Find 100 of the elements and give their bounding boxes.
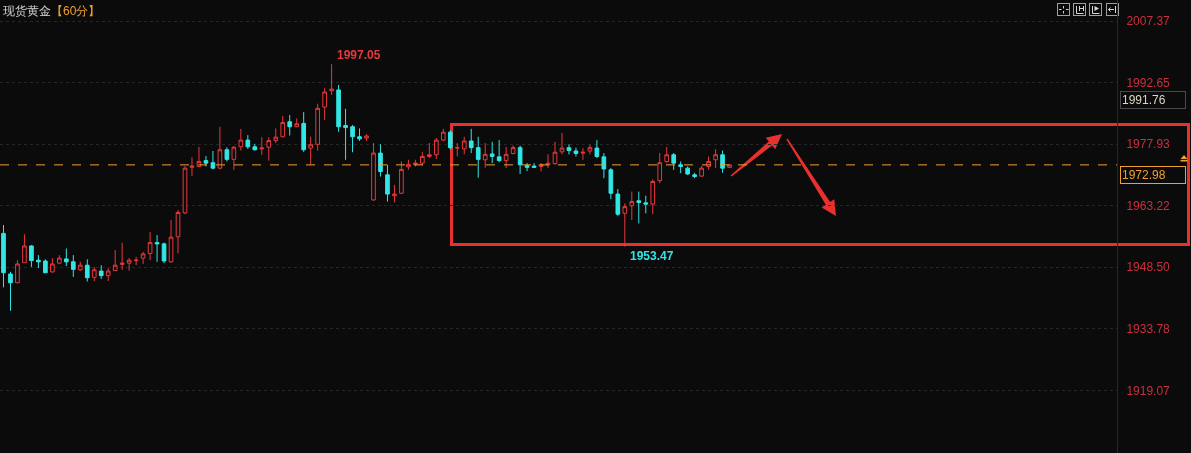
candlestick	[210, 150, 216, 170]
candlestick	[392, 184, 397, 203]
candlestick	[1, 224, 6, 288]
candlestick	[63, 247, 69, 267]
candlestick	[126, 257, 132, 272]
candlestick	[503, 146, 509, 169]
candlestick	[699, 165, 704, 178]
candlestick	[273, 127, 279, 144]
candlestick	[713, 148, 718, 169]
candlestick	[573, 147, 579, 157]
candlestick	[91, 266, 97, 282]
candlestick	[524, 162, 530, 172]
candlestick	[434, 137, 439, 160]
y-tick-label: 1933.78	[1126, 322, 1171, 337]
candlestick	[168, 219, 174, 264]
candlestick	[57, 254, 62, 265]
candlestick	[685, 165, 690, 176]
candlestick	[343, 108, 348, 161]
candlestick	[440, 128, 446, 142]
candlestick	[364, 133, 369, 142]
candlestick	[552, 141, 558, 166]
candlestick	[36, 254, 41, 269]
candlestick	[678, 160, 683, 174]
y-tick-label: 1963.22	[1126, 198, 1171, 213]
candlestick	[357, 127, 362, 142]
candlestick	[559, 132, 565, 155]
candlestick	[399, 160, 404, 195]
candlestick	[189, 156, 195, 177]
candlestick	[385, 164, 390, 203]
candlestick	[420, 151, 425, 167]
candlestick	[601, 152, 607, 179]
candlestick	[336, 84, 341, 133]
candlestick	[350, 124, 355, 153]
candlestick	[70, 254, 76, 278]
candlestick	[119, 242, 125, 271]
candlestick	[287, 114, 293, 137]
candlestick	[657, 152, 663, 184]
candlestick	[50, 257, 55, 274]
candlestick	[259, 136, 265, 156]
candlestick	[231, 145, 237, 171]
candlestick	[461, 136, 467, 155]
candlestick	[475, 136, 481, 179]
ref-line-label: 1972.98	[1122, 168, 1166, 182]
annotation: 1997.05	[337, 48, 381, 62]
y-tick-label: 1992.65	[1126, 75, 1171, 90]
candlestick	[8, 271, 13, 312]
candlestick	[378, 143, 383, 178]
candlestick	[650, 178, 656, 215]
candlestick	[622, 202, 628, 247]
candlestick	[43, 258, 48, 274]
y-tick-label: 1919.07	[1126, 383, 1171, 398]
candlestick	[77, 261, 83, 272]
candlestick	[671, 152, 677, 171]
candlestick	[140, 251, 146, 265]
candlestick	[29, 244, 34, 268]
text: 1991.76	[1122, 93, 1166, 107]
candlestick	[664, 146, 670, 164]
candlestick	[643, 195, 649, 214]
candlestick	[301, 111, 307, 153]
candlestick	[406, 159, 411, 171]
candlestick	[175, 209, 181, 254]
candlestick	[133, 256, 139, 266]
candlestick	[496, 139, 502, 163]
candlestick	[105, 267, 111, 282]
chart-subtitle: 【60分】	[51, 4, 101, 19]
candlestick	[280, 115, 286, 138]
candlestick	[315, 103, 320, 152]
candlestick	[84, 258, 90, 282]
candlestick	[329, 63, 334, 96]
candlestick	[252, 143, 258, 152]
candlestick	[489, 141, 495, 164]
candlestick	[587, 144, 593, 155]
candlestick	[98, 264, 104, 280]
candlestick	[594, 139, 600, 159]
candlestick	[371, 142, 376, 202]
candlestick	[161, 242, 167, 264]
candlestick	[224, 146, 230, 162]
candlestick	[217, 126, 223, 170]
candlestick	[112, 249, 118, 272]
candlestick	[266, 136, 272, 162]
candlestick	[454, 142, 460, 157]
annotation: 1953.47	[630, 249, 674, 263]
candlestick	[147, 231, 153, 261]
candlestick	[154, 234, 160, 263]
candlestick	[203, 155, 209, 167]
candlestick	[615, 188, 621, 217]
candlestick	[636, 191, 642, 224]
candlestick	[566, 143, 572, 155]
candlestick	[245, 134, 251, 150]
y-tick-label: 2007.37	[1126, 14, 1171, 29]
candlestick	[308, 136, 313, 166]
candlestick	[629, 191, 635, 221]
candlestick	[580, 147, 586, 161]
candlestick	[238, 128, 244, 152]
candlestick	[322, 87, 327, 121]
candlestick	[22, 233, 27, 264]
candlestick	[692, 172, 697, 179]
candlestick	[531, 162, 537, 169]
candlestick	[447, 129, 453, 151]
candlestick	[294, 117, 300, 128]
